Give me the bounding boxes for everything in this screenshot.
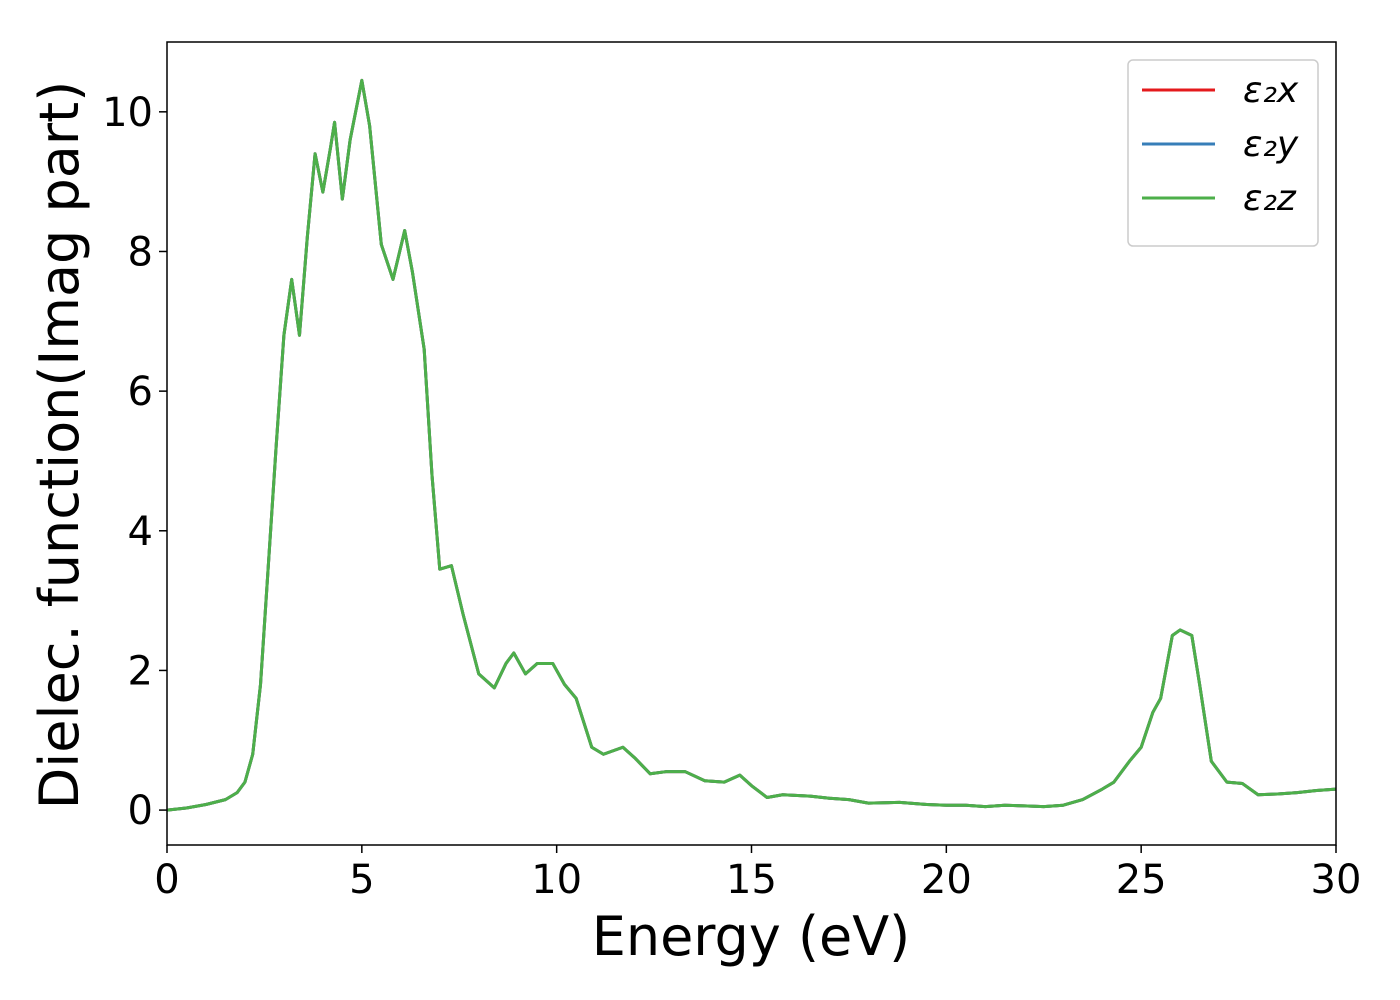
x-tick-label: 5 — [349, 857, 374, 903]
x-tick-label: 25 — [1116, 857, 1167, 903]
legend-label: ε₂y — [1243, 124, 1299, 165]
x-tick-label: 20 — [921, 857, 972, 903]
x-tick-label: 0 — [154, 857, 179, 903]
x-tick-label: 10 — [531, 857, 582, 903]
y-tick-label: 10 — [102, 90, 153, 136]
x-tick-label: 15 — [726, 857, 777, 903]
y-axis-label: Dielec. function(Imag part) — [28, 81, 91, 810]
x-axis-label: Energy (eV) — [592, 905, 911, 968]
line-series — [166, 78, 1337, 812]
plot-frame — [166, 41, 1337, 846]
y-tick-label: 8 — [128, 229, 153, 275]
y-tick-label: 6 — [128, 369, 153, 415]
legend-label: ε₂z — [1243, 178, 1297, 219]
legend-label: ε₂x — [1243, 70, 1299, 111]
x-tick-label: 30 — [1311, 857, 1362, 903]
y-tick-label: 0 — [128, 788, 153, 834]
y-tick-label: 2 — [128, 648, 153, 694]
y-tick-label: 4 — [128, 509, 153, 555]
